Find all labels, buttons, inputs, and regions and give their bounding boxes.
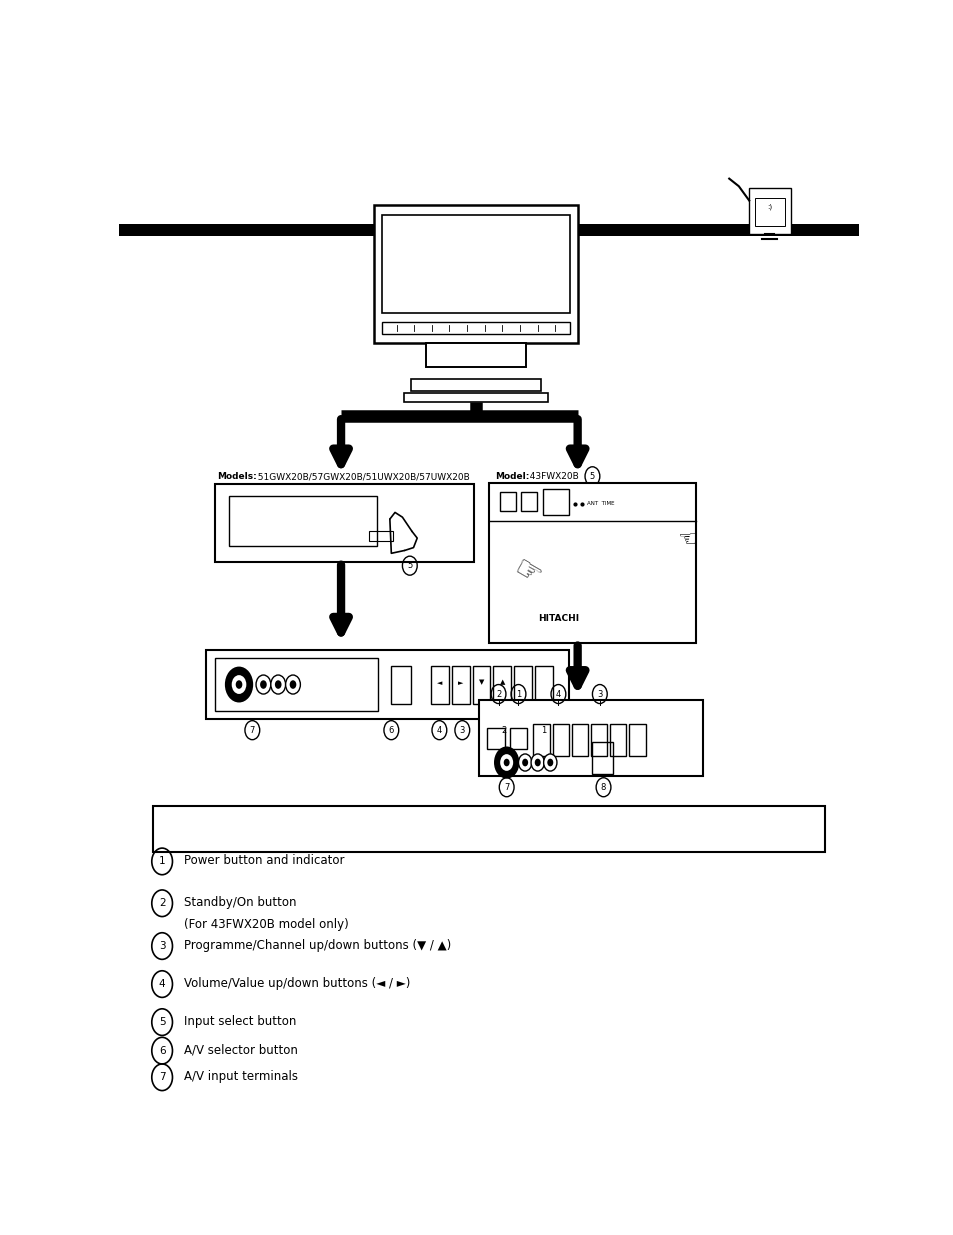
Bar [431,666,449,704]
Text: 2: 2 [500,726,506,735]
Bar [381,322,570,333]
Text: 51GWX20B/57GWX20B/51UWX20B/57UWX20B: 51GWX20B/57GWX20B/51UWX20B/57UWX20B [252,472,470,482]
Bar [472,666,490,704]
Bar [748,188,790,233]
Text: Models:: Models: [217,472,257,482]
Text: 7: 7 [158,1072,165,1082]
Text: ▲: ▲ [499,679,504,685]
Text: A/V selector button: A/V selector button [184,1044,298,1056]
Circle shape [274,680,281,689]
Bar [426,343,525,367]
Bar [206,651,568,719]
Text: Programme/Channel up/down buttons (▼ / ▲): Programme/Channel up/down buttons (▼ / ▲… [184,939,451,952]
Bar [552,724,568,756]
Circle shape [226,667,252,701]
Circle shape [285,676,300,694]
Text: A/V input terminals: A/V input terminals [184,1070,298,1083]
Text: Power button and indicator: Power button and indicator [184,853,344,867]
Text: 8: 8 [600,783,605,792]
Circle shape [503,758,509,766]
Bar [499,493,516,511]
Circle shape [543,753,557,771]
Bar [488,483,696,642]
Bar [381,215,570,312]
Text: ☜: ☜ [677,530,697,550]
Bar [119,225,858,236]
Text: ANT  TIME: ANT TIME [587,501,614,506]
Bar [514,666,531,704]
Circle shape [547,758,553,767]
Text: 43FWX20B: 43FWX20B [524,472,578,482]
Text: 4: 4 [158,979,165,989]
Text: 5: 5 [407,561,412,571]
Bar [610,724,626,756]
Text: 5: 5 [589,472,595,480]
Text: Model:: Model: [495,472,529,482]
Text: Volume/Value up/down buttons (◄ / ►): Volume/Value up/down buttons (◄ / ►) [184,977,410,989]
Bar [215,484,474,562]
Text: (For 43FWX20B model only): (For 43FWX20B model only) [184,918,349,931]
Bar [542,489,568,515]
Bar [229,496,376,546]
Text: 7: 7 [250,726,254,735]
Text: 3: 3 [597,689,602,699]
Bar [215,658,377,711]
Text: Standby/On button: Standby/On button [184,895,296,909]
Text: ◄: ◄ [437,679,442,685]
Circle shape [521,758,528,767]
Text: :): :) [766,204,772,210]
Text: 7: 7 [503,783,509,792]
Circle shape [271,676,285,694]
Text: 4: 4 [436,726,441,735]
Circle shape [518,753,531,771]
Text: 3: 3 [459,726,464,735]
Bar [369,531,393,541]
Bar [374,205,577,343]
Text: Input select button: Input select button [184,1015,296,1028]
Bar [391,666,410,704]
Bar [452,666,469,704]
Text: 6: 6 [388,726,394,735]
Bar [493,666,511,704]
Circle shape [535,758,540,767]
Bar [629,724,645,756]
Circle shape [235,680,242,689]
Text: 4: 4 [556,689,560,699]
Text: ▼: ▼ [478,679,484,685]
Bar [571,724,587,756]
Text: 1: 1 [158,856,165,867]
Bar [533,724,549,756]
Bar [520,493,537,511]
Bar [755,198,783,226]
Circle shape [531,753,544,771]
Text: HITACHI: HITACHI [537,615,578,624]
Bar [535,666,552,704]
Text: 3: 3 [158,941,165,951]
Bar [403,393,547,403]
Text: 5: 5 [158,1018,165,1028]
Bar [487,729,505,750]
Circle shape [260,680,267,689]
Text: 2: 2 [496,689,500,699]
Circle shape [495,747,518,778]
Circle shape [290,680,296,689]
Bar [478,700,702,776]
Text: 1: 1 [516,689,520,699]
Bar [411,379,540,390]
Bar [152,806,824,852]
Bar [590,724,607,756]
Bar [509,729,527,750]
Circle shape [232,676,246,694]
Circle shape [499,755,513,771]
Text: 1: 1 [540,726,546,735]
Text: 2: 2 [158,898,165,908]
Circle shape [255,676,271,694]
Text: ☞: ☞ [508,553,546,593]
Bar [592,741,613,774]
Text: 6: 6 [158,1046,165,1056]
Text: ►: ► [457,679,463,685]
